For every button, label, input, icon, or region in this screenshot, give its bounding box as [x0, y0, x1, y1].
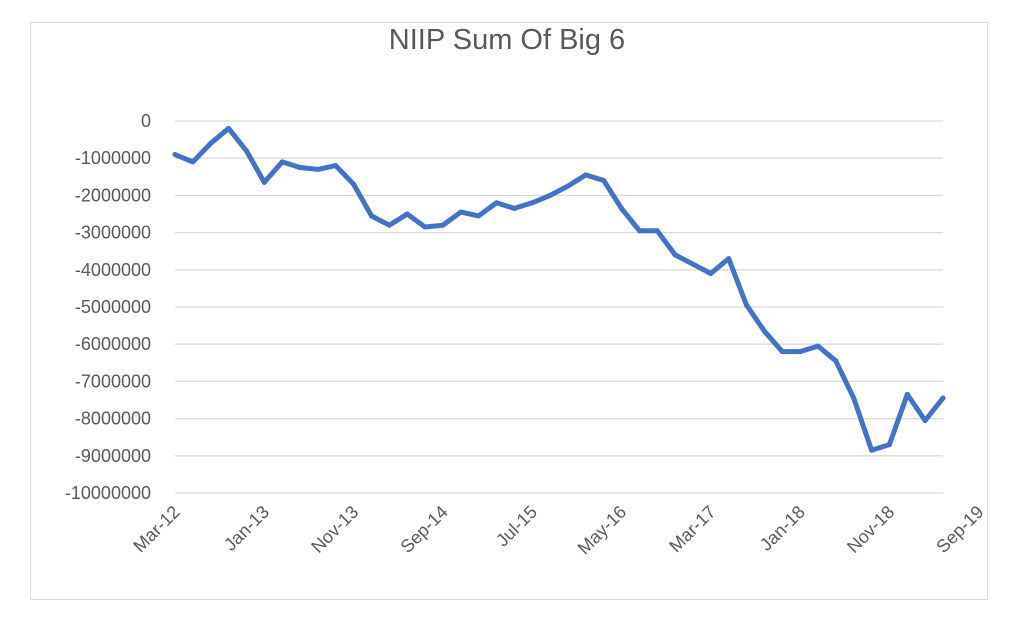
x-tick-label: Sep-14: [397, 502, 452, 557]
data-point: [565, 183, 571, 189]
data-point: [404, 211, 410, 217]
data-point: [601, 178, 607, 184]
x-tick-label: Jan-18: [756, 502, 809, 555]
data-point: [708, 271, 714, 277]
data-point: [297, 165, 303, 170]
x-tick-label: Mar-17: [665, 502, 719, 556]
data-point: [761, 328, 767, 334]
y-tick-label: -5000000: [75, 297, 151, 317]
data-point: [243, 148, 249, 154]
series-group: [172, 125, 946, 453]
data-point: [904, 391, 910, 397]
data-point: [815, 343, 821, 349]
data-point: [869, 447, 875, 453]
data-point: [833, 358, 839, 364]
data-point: [940, 395, 946, 401]
data-point: [226, 125, 232, 131]
data-point: [529, 200, 535, 206]
series-line: [172, 125, 946, 453]
data-point: [422, 224, 428, 230]
data-point: [726, 256, 732, 262]
x-tick-label: May-16: [574, 502, 631, 559]
x-tick-label: Jan-13: [220, 502, 273, 555]
y-tick-label: -9000000: [75, 446, 151, 466]
data-point: [619, 205, 625, 211]
chart-area: [30, 22, 988, 600]
data-point: [172, 151, 178, 157]
data-point: [851, 395, 857, 401]
y-tick-label: -6000000: [75, 334, 151, 354]
y-axis-tick-labels: 0 -1000000 -2000000 -3000000 -4000000 -500000…: [65, 111, 151, 503]
data-point: [458, 209, 464, 215]
data-point: [779, 349, 785, 355]
x-tick-label: Nov-13: [307, 502, 362, 557]
data-point: [208, 140, 214, 146]
data-point: [190, 159, 196, 165]
data-point: [368, 213, 374, 219]
data-point: [636, 228, 642, 234]
data-point: [440, 222, 446, 228]
x-tick-label: Jul-15: [492, 502, 541, 551]
y-tick-label: -2000000: [75, 185, 151, 205]
data-point: [744, 302, 750, 308]
data-point: [386, 222, 392, 228]
data-point: [511, 205, 517, 211]
y-tick-label: -8000000: [75, 409, 151, 429]
data-point: [476, 213, 482, 219]
data-point: [315, 166, 321, 172]
data-point: [583, 172, 589, 178]
data-point: [333, 163, 339, 169]
y-tick-label: 0: [141, 111, 151, 131]
data-point: [690, 261, 696, 267]
data-point: [261, 179, 267, 185]
y-tick-label: -10000000: [65, 483, 151, 503]
data-point: [279, 159, 285, 165]
data-point: [547, 192, 553, 198]
x-tick-label: Sep-19: [932, 502, 987, 557]
data-point: [672, 252, 678, 258]
data-point: [493, 200, 499, 206]
data-point: [654, 228, 660, 234]
y-tick-label: -1000000: [75, 148, 151, 168]
x-tick-label: Mar-12: [129, 502, 183, 556]
data-point: [351, 181, 357, 187]
y-tick-label: -7000000: [75, 371, 151, 391]
y-tick-label: -4000000: [75, 260, 151, 280]
data-point: [922, 417, 928, 423]
x-tick-label: Nov-18: [843, 502, 898, 557]
gridlines: [175, 120, 943, 494]
x-axis-tick-labels: Mar-12 Jan-13 Nov-13 Sep-14 Jul-15 May-16 Mar-…: [129, 502, 987, 559]
chart-title: NIIP Sum Of Big 6: [388, 24, 626, 56]
y-tick-label: -3000000: [75, 223, 151, 243]
data-point: [886, 442, 892, 448]
data-point: [797, 349, 803, 355]
